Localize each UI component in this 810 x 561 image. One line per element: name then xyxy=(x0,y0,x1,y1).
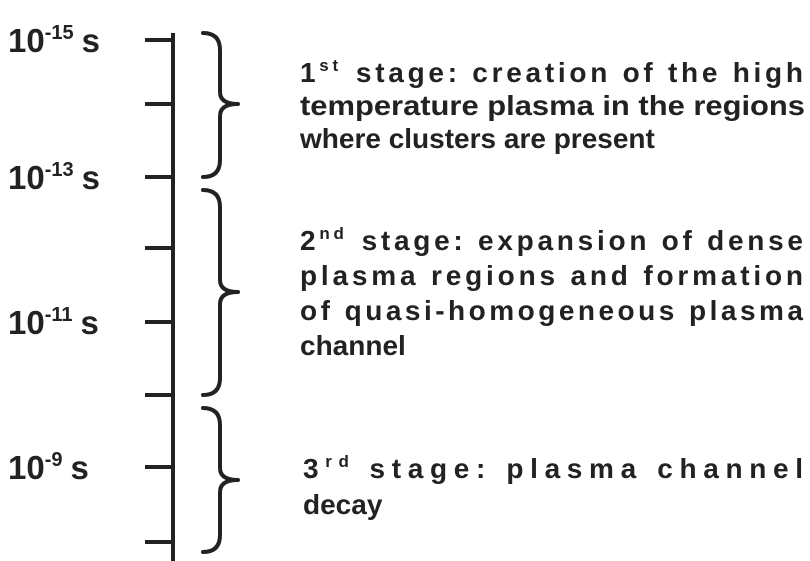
exponent: -13 xyxy=(45,159,74,181)
time-label: 10-15 s xyxy=(8,22,100,59)
stage-line: 3 rd stage: plasma channel xyxy=(303,452,803,484)
stage-3: 3 rd stage: plasma channel decay xyxy=(303,452,803,520)
stage-line: where clusters are present xyxy=(299,123,655,154)
time-label: 10-13 s xyxy=(8,159,100,196)
stage-line: temperature plasma in the regions xyxy=(300,90,805,121)
brace xyxy=(201,188,240,397)
braces xyxy=(201,31,240,554)
brace xyxy=(201,406,240,554)
exponent: -11 xyxy=(45,304,73,326)
ordinal-number: 3 xyxy=(303,453,319,484)
time-label: 10-11 s xyxy=(8,304,99,341)
ordinal-suffix: st xyxy=(319,56,338,75)
exponent: -15 xyxy=(45,22,74,44)
line-text: stage: creation of the high xyxy=(356,57,803,88)
unit: s xyxy=(82,22,100,59)
ticks xyxy=(145,38,173,544)
ordinal-suffix: rd xyxy=(325,452,349,471)
brace xyxy=(201,31,240,179)
unit: s xyxy=(71,449,89,486)
base: 10 xyxy=(8,159,45,196)
stage-line: of quasi-homogeneous plasma xyxy=(300,295,803,326)
time-label: 10-9 s xyxy=(8,449,89,486)
unit: s xyxy=(81,304,99,341)
line-text: stage: plasma channel xyxy=(370,453,803,484)
base: 10 xyxy=(8,304,45,341)
base: 10 xyxy=(8,22,45,59)
unit: s xyxy=(82,159,100,196)
stage-line: plasma regions and formation xyxy=(300,260,803,291)
time-labels: 10-15 s 10-13 s 10-11 s 10-9 s xyxy=(8,22,100,486)
ordinal-number: 2 xyxy=(300,225,316,256)
ordinal-suffix: nd xyxy=(319,224,344,243)
stage-line: decay xyxy=(303,489,383,520)
ordinal-number: 1 xyxy=(300,57,316,88)
base: 10 xyxy=(8,449,45,486)
stage-line: channel xyxy=(300,330,406,361)
line-text: stage: expansion of dense xyxy=(362,225,803,256)
exponent: -9 xyxy=(45,449,63,471)
